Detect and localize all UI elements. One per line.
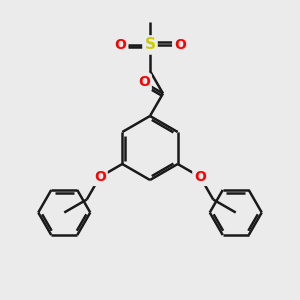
Text: S: S xyxy=(145,38,155,52)
Text: O: O xyxy=(94,170,106,184)
Text: O: O xyxy=(138,75,150,89)
Text: O: O xyxy=(194,170,206,184)
Text: O: O xyxy=(114,38,126,52)
Text: O: O xyxy=(174,38,186,52)
